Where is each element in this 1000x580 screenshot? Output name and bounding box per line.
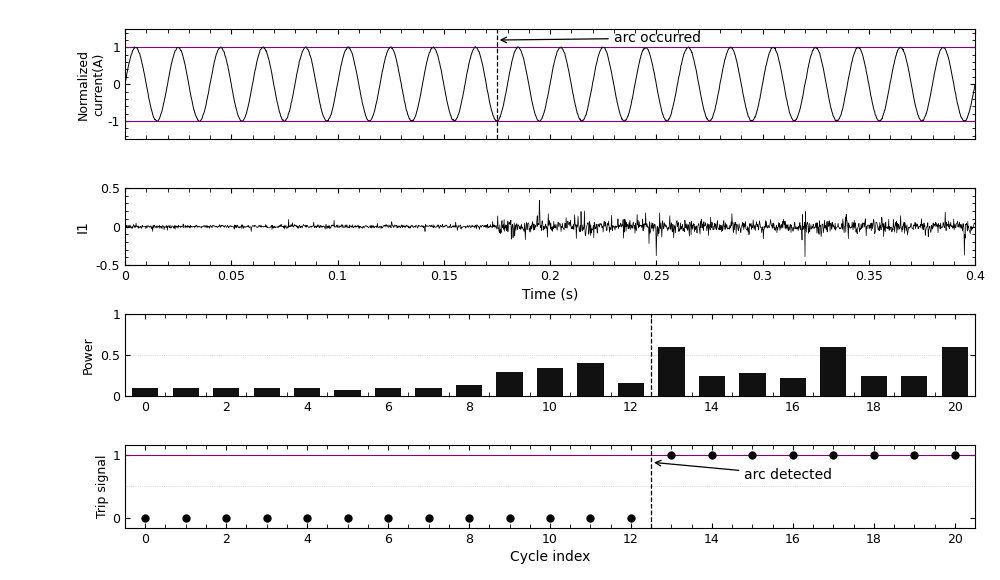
Y-axis label: Normalized
current(A): Normalized current(A) — [77, 49, 105, 119]
Bar — [820, 347, 846, 397]
Bar — [739, 374, 766, 397]
Y-axis label: Trip signal: Trip signal — [96, 455, 109, 518]
Bar — [415, 388, 442, 397]
Bar — [577, 364, 604, 397]
Bar — [456, 385, 482, 397]
Text: arc detected: arc detected — [655, 461, 832, 482]
Bar — [537, 368, 563, 397]
Bar — [294, 388, 320, 397]
Bar — [254, 388, 280, 397]
X-axis label: Cycle index: Cycle index — [510, 550, 590, 564]
Bar — [334, 390, 361, 397]
Bar — [496, 372, 523, 397]
Bar — [699, 376, 725, 397]
Bar — [861, 376, 887, 397]
Bar — [213, 388, 239, 397]
Y-axis label: I1: I1 — [76, 220, 90, 233]
Bar — [901, 376, 927, 397]
Bar — [132, 388, 158, 397]
Bar — [173, 388, 199, 397]
Bar — [658, 347, 685, 397]
Bar — [780, 378, 806, 397]
Text: arc occurred: arc occurred — [501, 31, 701, 45]
Y-axis label: Power: Power — [82, 336, 95, 374]
Bar — [375, 388, 401, 397]
X-axis label: Time (s): Time (s) — [522, 287, 578, 301]
Bar — [618, 383, 644, 397]
Bar — [942, 347, 968, 397]
